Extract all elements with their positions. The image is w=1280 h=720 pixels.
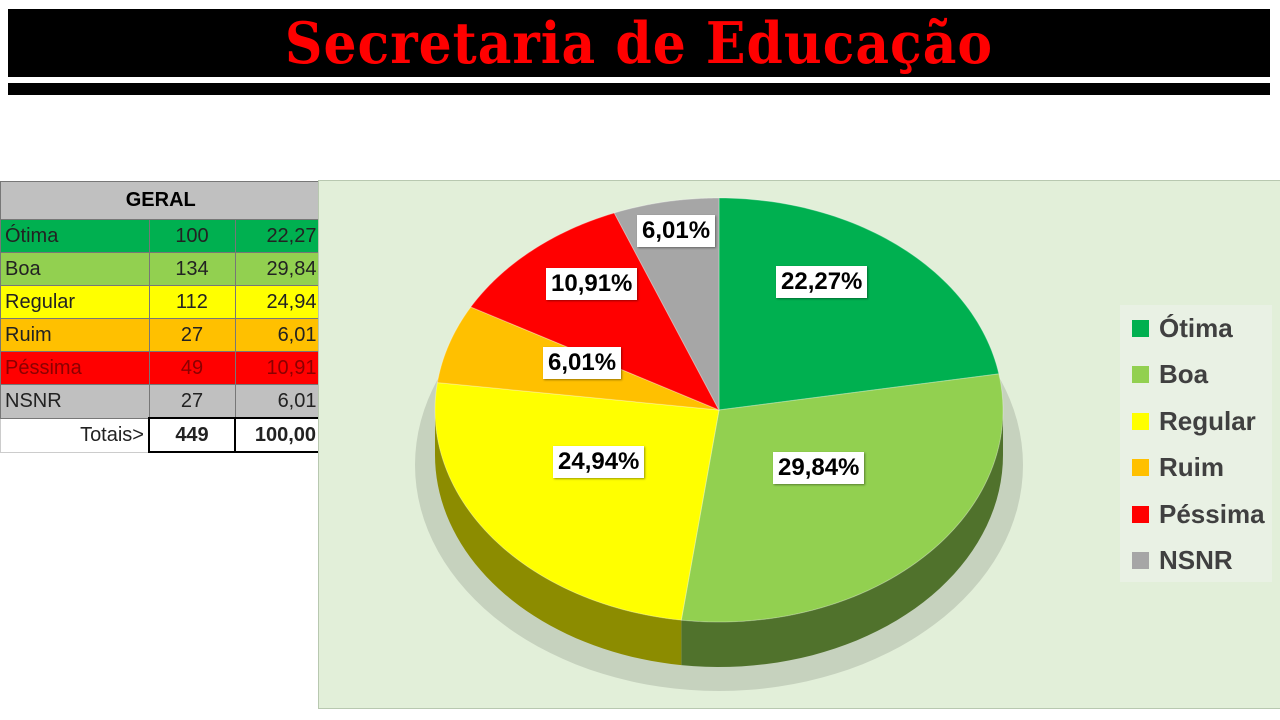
table-title: GERAL [0, 181, 322, 220]
data-label: 10,91% [546, 268, 638, 300]
legend-label: Péssima [1159, 498, 1265, 529]
divider-bar [8, 83, 1270, 95]
row-percent: 6,01 [234, 318, 322, 352]
data-label: 24,94% [553, 446, 645, 478]
legend-item: Ótima [1120, 305, 1272, 352]
legend: Ótima Boa Regular Ruim Péssima NSNR [1120, 305, 1272, 582]
pie-slice-péssima [470, 212, 721, 411]
pie-side-boa [681, 410, 1003, 667]
legend-swatch [1132, 459, 1149, 477]
row-label: NSNR [0, 384, 150, 419]
table-row: NSNR 27 6,01 [0, 384, 322, 419]
data-label: 6,01% [543, 347, 622, 379]
data-label: 6,01% [637, 215, 716, 247]
row-count: 112 [148, 285, 236, 319]
data-label: 29,84% [773, 452, 865, 484]
legend-swatch [1132, 505, 1149, 523]
legend-item: Regular [1120, 398, 1272, 445]
row-percent: 6,01 [234, 384, 322, 419]
totals-percent: 100,00 [234, 417, 322, 453]
totals-label: Totais> [0, 417, 150, 453]
row-count: 49 [148, 351, 236, 385]
pie-slice-nsnr [613, 197, 720, 411]
pie-side-regular [435, 410, 682, 666]
row-percent: 10,91 [234, 351, 322, 385]
table-row: Ótima 100 22,27 [0, 219, 322, 253]
legend-label: Ótima [1159, 312, 1233, 343]
row-count: 27 [148, 318, 236, 352]
legend-label: Ruim [1159, 452, 1224, 483]
legend-item: NSNR [1120, 538, 1272, 585]
page-title: Secretaria de Educação [284, 9, 994, 77]
row-label: Ótima [0, 219, 150, 253]
pie-slice-boa [680, 373, 1004, 623]
legend-item: Ruim [1120, 445, 1272, 492]
row-label: Boa [0, 252, 150, 286]
totals-count: 449 [148, 417, 236, 453]
legend-label: Regular [1159, 405, 1256, 436]
legend-swatch [1132, 412, 1149, 430]
data-label: 22,27% [776, 266, 868, 298]
row-label: Regular [0, 285, 150, 319]
totals-row: Totais> 449 100,00 [0, 417, 322, 453]
table-row: Boa 134 29,84 [0, 252, 322, 286]
legend-swatch [1132, 552, 1149, 570]
legend-label: NSNR [1159, 545, 1233, 576]
legend-swatch [1132, 366, 1149, 384]
pie-slice-regular [434, 382, 720, 621]
legend-label: Boa [1159, 359, 1209, 390]
table-row: Péssima 49 10,91 [0, 351, 322, 385]
summary-table: GERAL Ótima 100 22,27 Boa 134 29,84 Regular 112… [0, 181, 322, 453]
row-percent: 29,84 [234, 252, 322, 286]
row-label: Péssima [0, 351, 150, 385]
legend-item: Boa [1120, 352, 1272, 399]
legend-swatch [1132, 319, 1149, 337]
title-banner: Secretaria de Educação [8, 9, 1270, 77]
legend-item: Péssima [1120, 491, 1272, 538]
pie-slice-ótima [718, 197, 1000, 411]
